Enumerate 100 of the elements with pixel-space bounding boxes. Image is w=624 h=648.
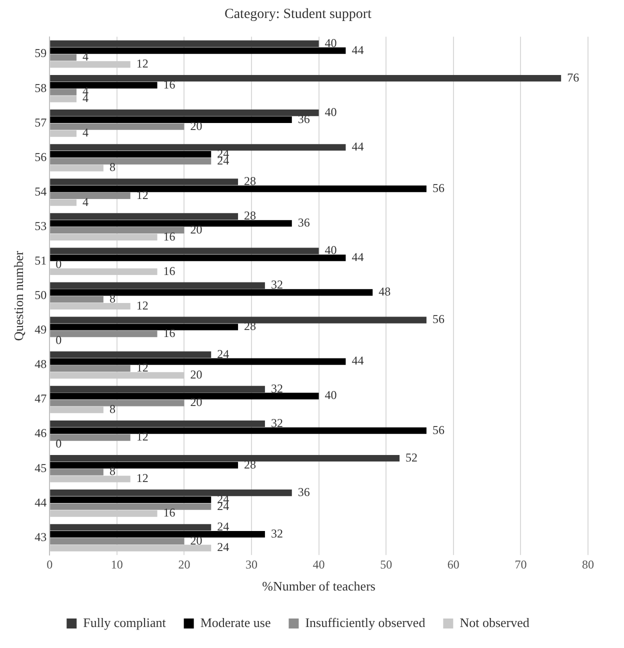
y-tick-label: 43 (34, 530, 47, 544)
data-label: 28 (244, 319, 256, 334)
bar (50, 254, 346, 262)
data-label: 24 (217, 540, 230, 554)
x-tick-label: 50 (380, 557, 392, 572)
x-tick-label: 60 (447, 557, 460, 572)
bar (50, 386, 265, 392)
x-tick-label: 0 (46, 557, 53, 572)
bar (50, 330, 158, 338)
data-label: 8 (109, 292, 116, 306)
data-label: 32 (270, 381, 283, 396)
data-label: 12 (136, 360, 148, 375)
data-label: 20 (190, 395, 202, 410)
data-label: 20 (190, 118, 202, 133)
bar (50, 248, 319, 254)
data-label: 76 (567, 70, 580, 84)
data-label: 16 (163, 506, 176, 520)
bar (50, 427, 426, 434)
bar (50, 150, 212, 158)
y-tick-label: 58 (34, 80, 47, 95)
x-tick-label: 30 (246, 557, 258, 572)
bar (50, 158, 212, 164)
legend-label: Fully compliant (83, 614, 166, 630)
bar (50, 289, 373, 296)
bar (50, 462, 238, 468)
y-tick-label: 45 (34, 460, 47, 475)
bar (50, 178, 238, 186)
data-label: 52 (406, 450, 418, 464)
bar (50, 296, 104, 303)
y-tick-label: 44 (34, 495, 47, 510)
bar (50, 365, 130, 372)
bar (50, 496, 212, 504)
data-label: 0 (56, 436, 62, 451)
bar (50, 220, 292, 227)
y-tick-label: 47 (34, 392, 47, 406)
data-label: 40 (324, 243, 337, 258)
legend-label: Not observed (460, 614, 530, 630)
bar (50, 324, 238, 330)
x-tick-label: 80 (582, 557, 594, 572)
bar (50, 82, 158, 88)
data-label: 16 (163, 264, 176, 278)
data-label: 28 (244, 208, 256, 223)
data-label: 32 (270, 416, 283, 430)
data-label: 36 (298, 484, 310, 499)
data-label: 16 (163, 229, 176, 244)
bar (50, 116, 292, 123)
x-axis-title: %Number of teachers (262, 578, 376, 594)
data-label: 12 (136, 56, 148, 71)
bar (50, 54, 77, 61)
bar (50, 316, 426, 324)
data-label: 12 (136, 298, 148, 312)
data-label: 20 (190, 533, 202, 548)
data-label: 56 (432, 312, 444, 326)
bar (50, 47, 346, 54)
data-label: 56 (432, 180, 444, 195)
data-label: 0 (56, 332, 62, 347)
chart-title: Category: Student support (224, 7, 372, 22)
data-label: 4 (82, 50, 89, 64)
bar (50, 144, 346, 151)
legend-label: Moderate use (200, 614, 271, 630)
bar (50, 226, 184, 234)
y-tick-label: 51 (34, 254, 47, 268)
data-label: 48 (378, 284, 391, 299)
data-label: 12 (136, 471, 148, 486)
data-label: 36 (298, 112, 310, 126)
bar (50, 88, 77, 96)
y-tick-label: 49 (34, 322, 47, 337)
y-tick-label: 56 (34, 150, 47, 164)
bar (50, 490, 292, 496)
data-label: 16 (163, 326, 176, 340)
bar (50, 468, 104, 476)
data-label: 12 (136, 188, 148, 202)
data-label: 16 (163, 77, 176, 92)
data-label: 28 (244, 457, 256, 472)
x-tick-label: 10 (110, 557, 123, 572)
y-tick-label: 54 (34, 184, 47, 198)
data-label: 44 (352, 140, 364, 154)
data-label: 0 (56, 256, 62, 271)
data-label: 40 (324, 388, 337, 402)
bar (50, 538, 184, 544)
data-label: 12 (136, 430, 148, 444)
bar (50, 40, 319, 47)
y-tick-label: 53 (34, 218, 47, 233)
data-label: 44 (352, 250, 364, 264)
y-tick-label: 57 (34, 115, 47, 130)
bar (50, 74, 562, 82)
y-tick-label: 50 (34, 288, 47, 302)
bar (50, 213, 238, 220)
data-label: 32 (270, 278, 283, 292)
bar (50, 351, 212, 358)
bar (50, 420, 265, 428)
data-label: 36 (298, 216, 310, 230)
data-label: 32 (270, 526, 283, 540)
data-label: 24 (217, 346, 230, 361)
data-label: 40 (324, 104, 337, 119)
data-label: 20 (190, 368, 202, 382)
y-tick-label: 59 (34, 46, 47, 60)
bar (50, 123, 184, 130)
data-label: 8 (109, 402, 116, 416)
data-label: 8 (109, 160, 116, 174)
